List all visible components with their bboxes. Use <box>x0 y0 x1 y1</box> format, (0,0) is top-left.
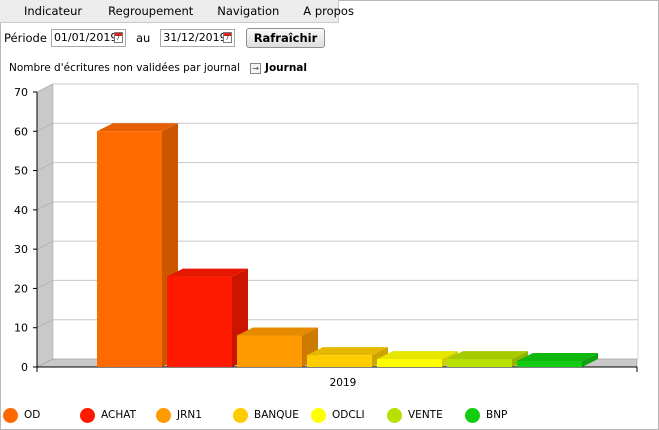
drill-arrow-icon[interactable]: → <box>250 62 262 74</box>
legend-item-jrn1[interactable]: JRN1 <box>156 405 202 425</box>
legend-item-achat[interactable]: ACHAT <box>80 405 136 425</box>
menu-navigation[interactable]: Navigation <box>217 4 280 18</box>
refresh-button[interactable]: Rafraîchir <box>246 28 325 48</box>
y-tick-label: 20 <box>14 282 28 295</box>
bar-vente <box>447 359 512 367</box>
legend-item-od[interactable]: OD <box>3 405 40 425</box>
gridline-wall <box>36 83 54 93</box>
menu-regroupement[interactable]: Regroupement <box>108 4 194 18</box>
bar-od <box>97 131 162 367</box>
chart-legend: OD ACHAT JRN1 BANQUE ODCLI VENTE BNP <box>0 405 659 425</box>
bar-top-banque <box>307 347 388 356</box>
legend-item-vente[interactable]: VENTE <box>387 405 443 425</box>
menu-a-propos[interactable]: A propos <box>303 4 354 18</box>
legend-swatch <box>311 407 326 423</box>
legend-item-bnp[interactable]: BNP <box>465 405 507 425</box>
legend-swatch <box>465 407 480 423</box>
y-tick-label: 40 <box>14 204 28 217</box>
date-to-field[interactable]: 31/12/2019 <box>160 29 236 47</box>
date-to-value: 31/12/2019 <box>163 31 227 44</box>
chart-title: Nombre d'écritures non validées par jour… <box>9 62 241 74</box>
bar-top-bnp <box>517 353 598 362</box>
legend-swatch <box>233 407 248 423</box>
chart-left-wall <box>36 83 54 368</box>
legend-swatch <box>80 407 95 423</box>
gridline-wall <box>36 240 54 250</box>
legend-swatch <box>156 407 171 423</box>
legend-label: BNP <box>486 409 508 421</box>
period-filter: Période 01/01/2019 au 31/12/2019 <box>4 28 236 48</box>
legend-item-odcli[interactable]: ODCLI <box>311 405 365 425</box>
bar-top-achat <box>167 268 248 277</box>
y-tick-label: 70 <box>14 86 28 99</box>
y-tick-label: 10 <box>14 322 28 335</box>
y-tick-label: 0 <box>21 361 28 374</box>
bar-top-jrn1 <box>237 327 318 336</box>
date-from-field[interactable]: 01/01/2019 <box>50 29 126 47</box>
calendar-icon[interactable] <box>113 32 123 43</box>
chart-header: Nombre d'écritures non validées par jour… <box>9 62 307 74</box>
y-tick-label: 50 <box>14 165 28 178</box>
y-tick-label: 30 <box>14 243 28 256</box>
legend-label: ODCLI <box>332 409 365 421</box>
date-from-value: 01/01/2019 <box>53 31 118 44</box>
y-tick-label: 60 <box>14 125 28 138</box>
gridline-wall <box>36 280 54 289</box>
menu-indicateur[interactable]: Indicateur <box>24 4 83 18</box>
bar-side-bnp <box>582 353 598 367</box>
bar-top-vente <box>447 351 528 360</box>
bar-top-od <box>97 123 178 132</box>
bar-chart: 0 10 20 30 40 50 60 70 2019 <box>14 83 639 389</box>
bar-banque <box>307 355 372 367</box>
legend-item-banque[interactable]: BANQUE <box>233 405 299 425</box>
bar-top-odcli <box>377 351 458 360</box>
legend-swatch <box>3 407 18 423</box>
bar-achat <box>167 276 232 367</box>
legend-label: JRN1 <box>177 409 202 421</box>
grouping-label[interactable]: Journal <box>265 62 307 74</box>
menu-bar: Indicateur Regroupement Navigation A pro… <box>0 0 354 23</box>
x-tick-label: 2019 <box>330 377 357 389</box>
legend-label: OD <box>24 409 41 421</box>
gridline-wall <box>36 162 54 171</box>
legend-label: VENTE <box>408 409 443 421</box>
bar-side-vente <box>512 351 528 367</box>
gridline-wall <box>36 319 54 329</box>
calendar-icon[interactable] <box>223 32 233 43</box>
bar-jrn1 <box>237 335 302 367</box>
period-label: Période <box>4 31 47 45</box>
bar-bnp <box>517 361 582 367</box>
legend-label: ACHAT <box>101 409 137 421</box>
gridline-wall <box>36 201 54 211</box>
legend-swatch <box>387 407 402 423</box>
bar-odcli <box>377 359 442 367</box>
to-label: au <box>135 31 151 45</box>
legend-label: BANQUE <box>254 409 299 421</box>
gridline-wall <box>36 122 54 132</box>
bar-side-banque <box>372 347 388 367</box>
